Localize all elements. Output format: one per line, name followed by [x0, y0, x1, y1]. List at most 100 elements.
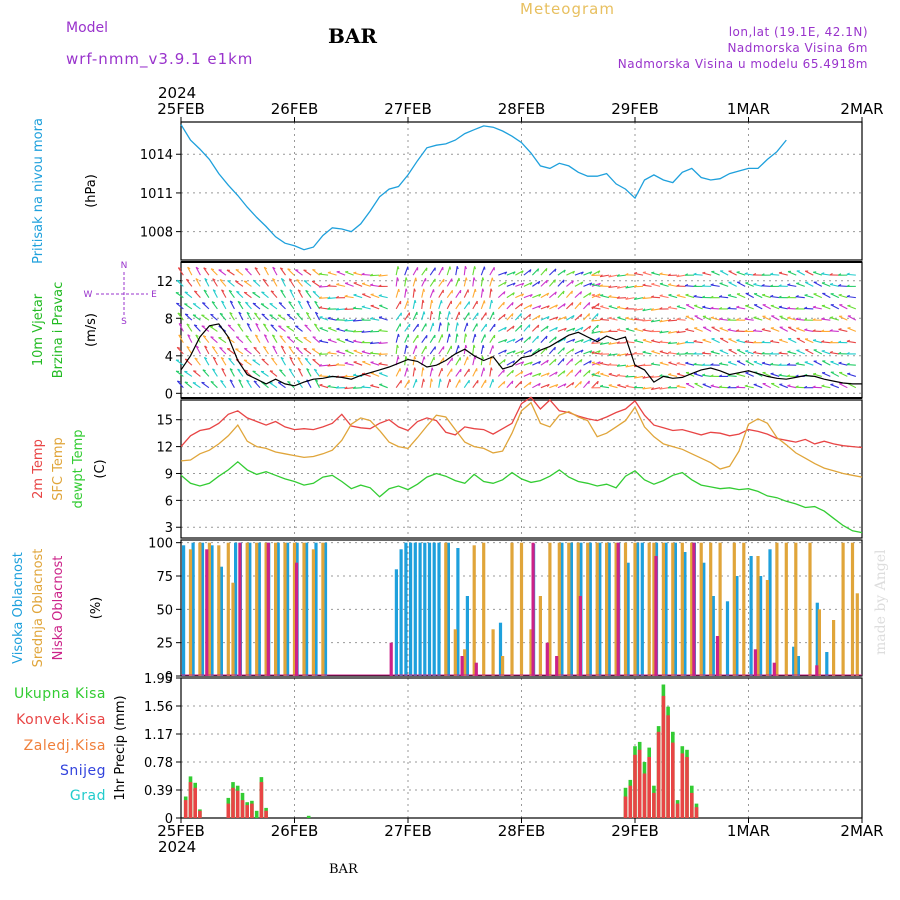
wind-arrow: [210, 336, 218, 344]
wind-arrow: [261, 291, 269, 299]
wind-arrow: [319, 327, 329, 332]
wind-arrow-head: [370, 317, 374, 320]
srednja-oblacnost-bar: [198, 542, 202, 676]
wind-arrow-head: [642, 363, 646, 367]
panel-frame: [180, 677, 863, 819]
wind-arrow: [702, 374, 712, 377]
wind-arrow: [617, 364, 627, 367]
wind-arrow: [549, 291, 557, 299]
wind-arrow-head: [752, 329, 757, 332]
wind-arrow-head: [600, 294, 604, 296]
srednja-oblacnost-bar: [817, 609, 821, 676]
wind-arrow: [642, 329, 652, 332]
wind-arrow: [361, 273, 371, 276]
wind-arrow: [634, 328, 644, 332]
wind-arrow: [294, 337, 303, 344]
wind-arrow-head: [744, 340, 748, 343]
wind-arrow: [446, 278, 453, 287]
wind-arrow-head: [829, 340, 833, 344]
wind-arrow: [812, 339, 822, 344]
wind-arrow-head: [185, 313, 189, 316]
wind-arrow-head: [563, 269, 566, 273]
y-tick-label: 1.95: [144, 672, 173, 687]
wind-arrow: [591, 330, 601, 334]
wind-arrow-head: [422, 367, 425, 371]
wind-arrow: [668, 319, 678, 322]
wind-arrow-head: [581, 339, 584, 343]
wind-arrow-head: [306, 300, 310, 304]
wind-arrow-head: [512, 360, 516, 364]
wind-arrow: [252, 359, 261, 366]
wind-arrow-head: [245, 335, 249, 338]
wind-arrow-head: [554, 279, 556, 283]
wind-arrow-head: [846, 352, 850, 355]
wind-arrow: [263, 266, 269, 276]
wind-arrow-head: [280, 356, 284, 360]
wind-arrow-head: [529, 372, 533, 376]
wind-arrow-head: [821, 317, 825, 320]
wind-arrow-head: [616, 373, 621, 376]
wind-arrow: [795, 363, 805, 366]
wind-arrow-head: [667, 273, 671, 276]
precip-legend-zaledj-kisa: Zaledj.Kisa: [24, 738, 106, 754]
wind-arrow-head: [272, 278, 276, 281]
wind-arrow-head: [710, 350, 714, 353]
visoka-oblacnost-bar: [219, 566, 223, 676]
wind-arrow: [297, 357, 304, 366]
wind-arrow: [312, 269, 320, 276]
wind-arrow: [176, 302, 184, 310]
wind-arrow: [187, 334, 193, 343]
wind-arrow: [480, 334, 486, 343]
wind-arrow-head: [327, 271, 331, 274]
compass-west: W: [84, 290, 93, 300]
wind-arrow: [515, 361, 524, 366]
wind-arrow: [438, 367, 443, 377]
wind-arrow: [821, 305, 831, 310]
wind-arrow-head: [378, 273, 382, 277]
srednja-oblacnost-bar: [841, 542, 845, 676]
wind-arrow-head: [580, 314, 583, 318]
wind-arrow: [178, 334, 184, 343]
wind-arrow: [280, 345, 286, 355]
wind-arrow: [710, 284, 720, 287]
srednja-oblacnost-bar: [586, 542, 590, 676]
wind-arrow: [830, 371, 840, 377]
wind-arrow-head: [668, 373, 672, 376]
wind-arrow-head: [684, 273, 689, 276]
wind-arrow: [186, 323, 193, 332]
wind-arrow: [288, 301, 295, 310]
wind-arrow: [489, 379, 494, 388]
wind-arrow: [438, 300, 442, 310]
wind-arrow: [719, 386, 729, 389]
wind-arrow: [446, 357, 453, 366]
dewpt-axis-label: dewpt Temp: [71, 429, 86, 508]
wind-arrow: [412, 367, 416, 377]
wind-arrow: [187, 266, 193, 276]
wind-arrow-head: [327, 384, 331, 388]
wind-arrow: [668, 352, 678, 355]
wind-arrow: [651, 375, 661, 378]
wind-arrow-head: [736, 305, 740, 308]
wind-arrow-head: [650, 295, 655, 298]
wind-arrow: [280, 289, 286, 298]
wind-arrow-head: [580, 271, 584, 275]
wind-arrow-head: [261, 291, 265, 294]
wind-arrow: [566, 338, 575, 344]
wind-arrow-head: [563, 383, 567, 387]
wind-arrow-head: [466, 322, 469, 326]
wind-arrow: [847, 305, 857, 310]
y-tick-label: 1.56: [144, 700, 173, 715]
wind-arrow: [617, 374, 627, 377]
wind-arrow: [446, 266, 451, 276]
wind-arrow-head: [597, 350, 601, 354]
wind-arrow-head: [296, 279, 300, 282]
wind-arrow-head: [289, 356, 293, 360]
wind-arrow-head: [449, 378, 452, 383]
wind-arrow: [795, 386, 805, 389]
wind-arrow: [455, 289, 462, 298]
wind-arrow: [549, 371, 558, 377]
wind-arrow-head: [297, 357, 301, 360]
wind-arrow-head: [625, 296, 629, 300]
konvek-kisa-bar: [250, 803, 254, 818]
